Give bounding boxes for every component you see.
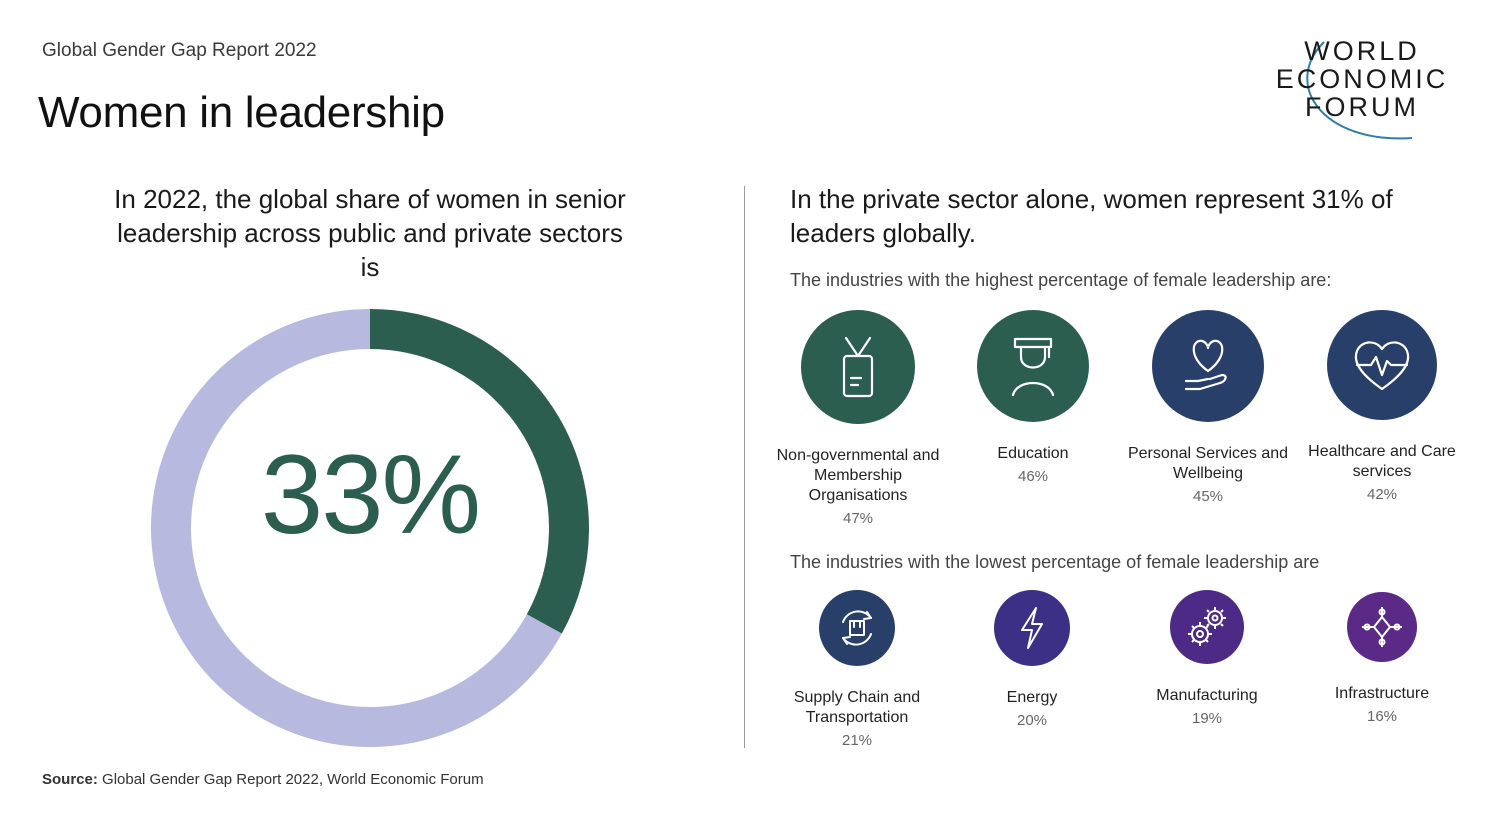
- industry-value: 20%: [1016, 712, 1048, 729]
- network-icon: [1347, 592, 1417, 662]
- industry-supply-chain: Supply Chain and Transportation 21%: [772, 590, 942, 749]
- industry-education: Education 46%: [948, 310, 1118, 485]
- cycle-box-icon: [819, 590, 895, 666]
- source-text: Global Gender Gap Report 2022, World Eco…: [97, 771, 484, 788]
- donut-segment-rest: [151, 309, 562, 747]
- industry-personal-services: Personal Services and Wellbeing 45%: [1123, 310, 1293, 505]
- industry-healthcare: Healthcare and Care services 42%: [1297, 310, 1467, 503]
- industry-name: Education: [997, 445, 1069, 462]
- industry-name: Energy: [1006, 689, 1058, 706]
- global-share-heading: In 2022, the global share of women in se…: [114, 184, 626, 282]
- industry-name: Manufacturing: [1156, 687, 1258, 704]
- industry-name: Healthcare and Care services: [1308, 443, 1456, 480]
- industry-name: Infrastructure: [1334, 685, 1430, 702]
- source-note: Source: Global Gender Gap Report 2022, W…: [42, 771, 484, 788]
- logo-swoosh: [1306, 41, 1413, 140]
- industry-ngo: Non-governmental and Membership Organisa…: [773, 310, 943, 527]
- heart-hand-icon: [1152, 310, 1264, 422]
- graduate-icon: [977, 310, 1089, 422]
- report-name: Global Gender Gap Report 2022: [42, 40, 317, 61]
- lightning-icon: [994, 590, 1070, 666]
- donut-chart: [151, 309, 589, 747]
- industry-value: 45%: [1192, 488, 1224, 505]
- donut-value-label: 33%: [260, 432, 481, 557]
- industry-name: Supply Chain and Transportation: [793, 689, 921, 726]
- logo-word-2: ECONOMIC: [1275, 64, 1449, 94]
- highest-intro: The industries with the highest percenta…: [790, 270, 1332, 290]
- industry-value: 42%: [1366, 486, 1398, 503]
- industry-infrastructure: Infrastructure 16%: [1297, 592, 1467, 725]
- industry-energy: Energy 20%: [947, 590, 1117, 729]
- page-title: Women in leadership: [38, 88, 445, 137]
- heartbeat-icon: [1327, 310, 1437, 420]
- industry-value: 47%: [842, 510, 874, 527]
- logo-word-3: FORUM: [1305, 92, 1419, 122]
- industry-name: Non-governmental and Membership Organisa…: [776, 447, 940, 504]
- lowest-intro: The industries with the lowest percentag…: [790, 552, 1320, 572]
- industry-manufacturing: Manufacturing 19%: [1122, 590, 1292, 727]
- industry-value: 16%: [1366, 708, 1398, 725]
- private-sector-heading: In the private sector alone, women repre…: [790, 184, 1393, 248]
- industry-value: 46%: [1017, 468, 1049, 485]
- section-divider: [744, 186, 745, 748]
- gears-icon: [1170, 590, 1244, 664]
- donut-segment-women: [369, 309, 589, 634]
- industry-name: Personal Services and Wellbeing: [1127, 445, 1289, 482]
- industry-value: 19%: [1191, 710, 1223, 727]
- wef-logo: WORLD ECONOMIC FORUM: [1262, 34, 1462, 154]
- source-label: Source:: [42, 771, 98, 788]
- industry-value: 21%: [841, 732, 873, 749]
- id-badge-icon: [801, 310, 915, 424]
- logo-word-1: WORLD: [1304, 36, 1420, 66]
